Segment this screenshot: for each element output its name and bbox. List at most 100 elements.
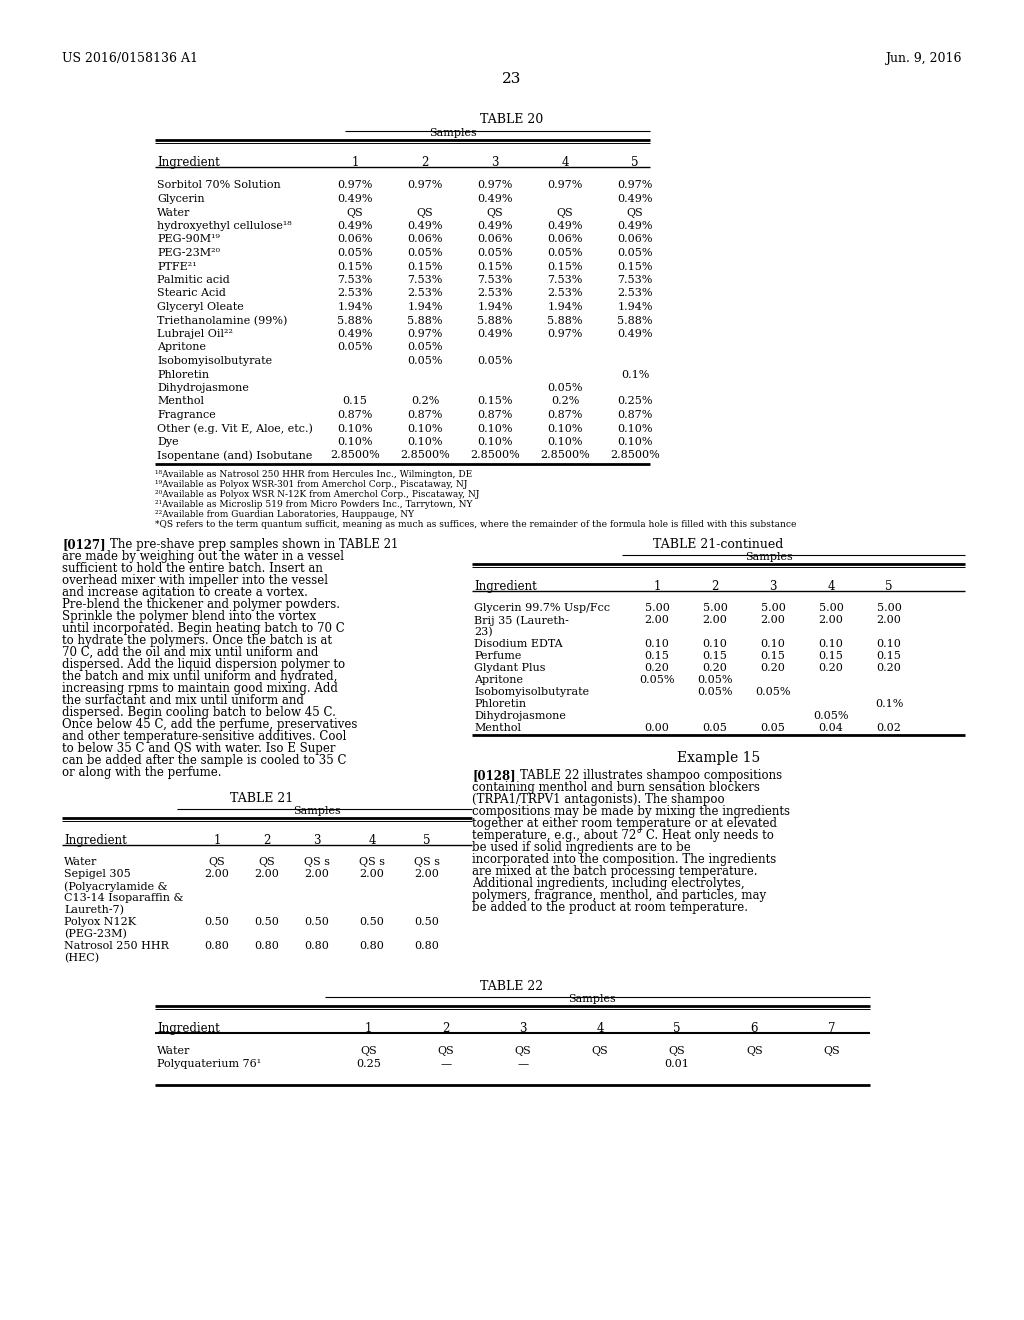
- Text: hydroxyethyl cellulose¹⁸: hydroxyethyl cellulose¹⁸: [157, 220, 292, 231]
- Text: 0.10%: 0.10%: [617, 424, 652, 433]
- Text: 0.25%: 0.25%: [617, 396, 652, 407]
- Text: 0.87%: 0.87%: [477, 411, 513, 420]
- Text: 2.00: 2.00: [761, 615, 785, 624]
- Text: 7.53%: 7.53%: [547, 275, 583, 285]
- Text: QS: QS: [592, 1045, 608, 1056]
- Text: 0.49%: 0.49%: [617, 194, 652, 205]
- Text: 0.97%: 0.97%: [408, 181, 442, 190]
- Text: QS: QS: [417, 207, 433, 218]
- Text: Samples: Samples: [293, 807, 341, 816]
- Text: 7.53%: 7.53%: [477, 275, 513, 285]
- Text: Polyox N12K: Polyox N12K: [63, 917, 136, 927]
- Text: 5.00: 5.00: [702, 603, 727, 612]
- Text: 0.87%: 0.87%: [547, 411, 583, 420]
- Text: ¹⁹Available as Polyox WSR-301 from Amerchol Corp., Piscataway, NJ: ¹⁹Available as Polyox WSR-301 from Amerc…: [155, 480, 468, 488]
- Text: QS s: QS s: [359, 857, 385, 867]
- Text: 2: 2: [263, 834, 270, 847]
- Text: 0.97%: 0.97%: [408, 329, 442, 339]
- Text: 2.53%: 2.53%: [477, 289, 513, 298]
- Text: dispersed. Begin cooling batch to below 45 C.: dispersed. Begin cooling batch to below …: [62, 706, 336, 719]
- Text: 2.8500%: 2.8500%: [540, 450, 590, 461]
- Text: QS: QS: [514, 1045, 531, 1056]
- Text: QS: QS: [669, 1045, 685, 1056]
- Text: 0.05%: 0.05%: [697, 686, 733, 697]
- Text: 0.50: 0.50: [304, 917, 330, 927]
- Text: 4: 4: [369, 834, 376, 847]
- Text: 0.10%: 0.10%: [408, 424, 442, 433]
- Text: 5: 5: [674, 1022, 681, 1035]
- Text: Samples: Samples: [744, 552, 793, 562]
- Text: 0.10: 0.10: [877, 639, 901, 649]
- Text: 0.50: 0.50: [255, 917, 280, 927]
- Text: Stearic Acid: Stearic Acid: [157, 289, 226, 298]
- Text: Ingredient: Ingredient: [157, 156, 220, 169]
- Text: (HEC): (HEC): [63, 953, 99, 964]
- Text: 4: 4: [596, 1022, 604, 1035]
- Text: Once below 45 C, add the perfume, preservatives: Once below 45 C, add the perfume, preser…: [62, 718, 357, 731]
- Text: together at either room temperature or at elevated: together at either room temperature or a…: [472, 817, 777, 830]
- Text: 2.00: 2.00: [877, 615, 901, 624]
- Text: 0.10%: 0.10%: [477, 437, 513, 447]
- Text: Dihydrojasmone: Dihydrojasmone: [157, 383, 249, 393]
- Text: US 2016/0158136 A1: US 2016/0158136 A1: [62, 51, 198, 65]
- Text: 0.15%: 0.15%: [337, 261, 373, 272]
- Text: 1.94%: 1.94%: [477, 302, 513, 312]
- Text: 7.53%: 7.53%: [337, 275, 373, 285]
- Text: 0.15: 0.15: [644, 651, 670, 661]
- Text: 5.88%: 5.88%: [337, 315, 373, 326]
- Text: *QS refers to the term quantum sufficit, meaning as much as suffices, where the : *QS refers to the term quantum sufficit,…: [155, 520, 797, 529]
- Text: Water: Water: [63, 857, 97, 867]
- Text: 3: 3: [519, 1022, 526, 1035]
- Text: Laureth-7): Laureth-7): [63, 906, 124, 915]
- Text: 0.10%: 0.10%: [547, 424, 583, 433]
- Text: Apritone: Apritone: [474, 675, 523, 685]
- Text: Water: Water: [157, 1045, 190, 1056]
- Text: 2.00: 2.00: [818, 615, 844, 624]
- Text: 0.80: 0.80: [205, 941, 229, 950]
- Text: Polyquaterium 76¹: Polyquaterium 76¹: [157, 1059, 261, 1069]
- Text: the surfactant and mix until uniform and: the surfactant and mix until uniform and: [62, 694, 304, 708]
- Text: TABLE 20: TABLE 20: [480, 114, 544, 125]
- Text: 1.94%: 1.94%: [617, 302, 652, 312]
- Text: 2: 2: [712, 579, 719, 593]
- Text: 0.50: 0.50: [415, 917, 439, 927]
- Text: Ingredient: Ingredient: [474, 579, 537, 593]
- Text: 23): 23): [474, 627, 493, 638]
- Text: dispersed. Add the liquid dispersion polymer to: dispersed. Add the liquid dispersion pol…: [62, 657, 345, 671]
- Text: 0.10: 0.10: [818, 639, 844, 649]
- Text: Disodium EDTA: Disodium EDTA: [474, 639, 562, 649]
- Text: 70 C, add the oil and mix until uniform and: 70 C, add the oil and mix until uniform …: [62, 645, 318, 659]
- Text: 7: 7: [827, 1022, 836, 1035]
- Text: to below 35 C and QS with water. Iso E Super: to below 35 C and QS with water. Iso E S…: [62, 742, 336, 755]
- Text: Menthol: Menthol: [157, 396, 204, 407]
- Text: 0.06%: 0.06%: [408, 235, 442, 244]
- Text: Glycerin 99.7% Usp/Fcc: Glycerin 99.7% Usp/Fcc: [474, 603, 610, 612]
- Text: 0.97%: 0.97%: [477, 181, 513, 190]
- Text: the batch and mix until uniform and hydrated,: the batch and mix until uniform and hydr…: [62, 671, 337, 682]
- Text: 0.20: 0.20: [877, 663, 901, 673]
- Text: Perfume: Perfume: [474, 651, 521, 661]
- Text: 2: 2: [421, 156, 429, 169]
- Text: 0.15%: 0.15%: [617, 261, 652, 272]
- Text: Glycerin: Glycerin: [157, 194, 205, 205]
- Text: 2.53%: 2.53%: [408, 289, 442, 298]
- Text: Samples: Samples: [429, 128, 476, 139]
- Text: 0.2%: 0.2%: [551, 396, 580, 407]
- Text: 0.49%: 0.49%: [547, 220, 583, 231]
- Text: 0.05%: 0.05%: [547, 248, 583, 257]
- Text: 2: 2: [442, 1022, 450, 1035]
- Text: 0.97%: 0.97%: [617, 181, 652, 190]
- Text: Palmitic acid: Palmitic acid: [157, 275, 229, 285]
- Text: 0.1%: 0.1%: [874, 700, 903, 709]
- Text: 0.20: 0.20: [818, 663, 844, 673]
- Text: 2.53%: 2.53%: [617, 289, 652, 298]
- Text: QS: QS: [259, 857, 275, 867]
- Text: (Polyacrylamide &: (Polyacrylamide &: [63, 880, 168, 891]
- Text: 0.49%: 0.49%: [337, 329, 373, 339]
- Text: 0.02: 0.02: [877, 723, 901, 733]
- Text: Sepigel 305: Sepigel 305: [63, 869, 131, 879]
- Text: 0.15%: 0.15%: [477, 396, 513, 407]
- Text: (TRPA1/TRPV1 antagonists). The shampoo: (TRPA1/TRPV1 antagonists). The shampoo: [472, 793, 725, 807]
- Text: 0.06%: 0.06%: [617, 235, 652, 244]
- Text: 0.05%: 0.05%: [408, 248, 442, 257]
